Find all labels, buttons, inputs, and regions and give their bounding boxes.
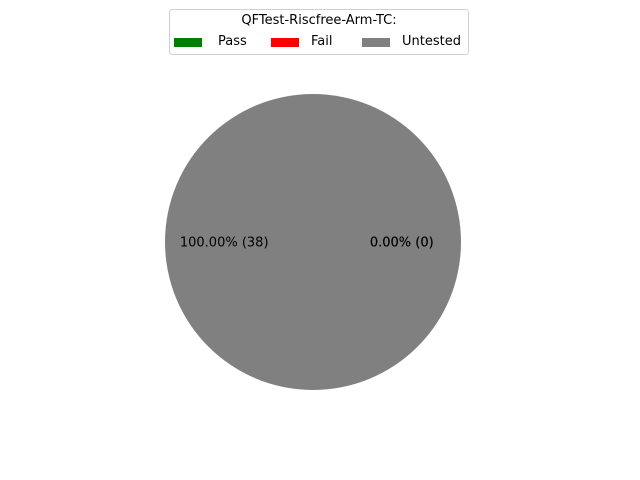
pie-label-untested: 100.00% (38) (180, 236, 269, 251)
legend-swatch-untested (362, 38, 390, 47)
pie-slice-untested (165, 94, 461, 390)
legend-label-pass: Pass (218, 34, 247, 49)
pie-labels: 0.00% (0)0.00% (0)100.00% (38) (180, 236, 434, 251)
legend-swatch-fail (271, 38, 299, 47)
pie-slices (165, 94, 461, 390)
legend: QFTest-Riscfree-Arm-TC: Pass Fail Untest… (169, 9, 469, 55)
legend-swatch-pass (174, 38, 202, 47)
legend-label-untested: Untested (402, 34, 461, 49)
pie-label-fail: 0.00% (0) (370, 236, 434, 251)
legend-title: QFTest-Riscfree-Arm-TC: (241, 13, 397, 28)
legend-label-fail: Fail (311, 34, 333, 49)
pie-label-pass: 0.00% (0) (370, 236, 434, 251)
